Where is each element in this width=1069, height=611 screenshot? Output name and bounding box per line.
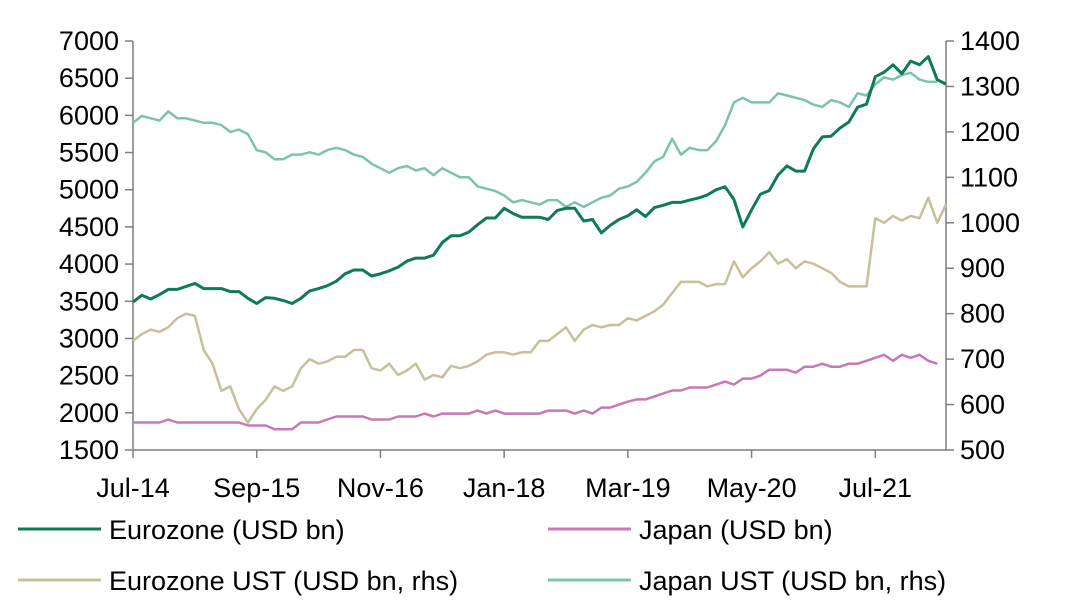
right-axis-tick-label: 700 [960,344,1005,374]
x-axis-tick-label: Nov-16 [337,473,424,503]
right-axis-tick-label: 1400 [960,26,1020,56]
series-line-japan-ust-usd-bn-rhs [132,71,938,209]
x-axis-tick-label: Sep-15 [213,473,300,503]
legend-item: Japan (USD bn) [548,515,833,545]
left-axis-tick-label: 6500 [59,63,119,93]
left-axis-tick-label: 3000 [59,323,119,353]
legend: Eurozone (USD bn) Japan (USD bn) Eurozone … [18,515,946,596]
right-axis-tick-label: 500 [960,435,1005,465]
series-line-eurozone-ust-usd-bn-rhs [132,196,948,424]
legend-item: Eurozone (USD bn) [18,515,345,545]
right-axis-tick-label: 800 [960,299,1005,329]
x-axis-tick-label: Jul-14 [96,473,170,503]
left-axis-tick-label: 7000 [59,26,119,56]
x-axis-tick-label: May-20 [707,473,797,503]
left-axis-tick-label: 1500 [59,435,119,465]
left-axis-tick-label: 2500 [59,361,119,391]
right-axis-tick-label: 1100 [960,162,1018,192]
right-axis-tick-label: 1300 [960,71,1020,101]
x-axis-tick-label: Jul-21 [839,473,913,503]
legend-label: Japan (USD bn) [639,515,833,545]
left-axis-tick-label: 4000 [59,249,119,279]
series-layer [132,55,948,431]
right-axis-tick-label: 1000 [960,208,1020,238]
left-axis-tick-label: 5000 [59,175,119,205]
legend-label: Eurozone (USD bn) [109,515,345,545]
left-axis-tick-label: 5500 [59,138,119,168]
left-axis-tick-label: 6000 [59,100,119,130]
right-axis-tick-label: 1200 [960,117,1020,147]
axes: 1500 2000 2500 3000 3500 4000 4500 5000 5500 6000… [59,26,1020,503]
legend-label: Eurozone UST (USD bn, rhs) [109,566,458,596]
right-axis-tick-label: 900 [960,253,1005,283]
series-line-eurozone-usd-bn [132,55,947,305]
left-axis-tick-label: 2000 [59,398,119,428]
series-line-japan-usd-bn [133,353,938,431]
x-axis-tick-label: Mar-19 [585,473,671,503]
left-axis-tick-label: 4500 [59,212,119,242]
legend-item: Eurozone UST (USD bn, rhs) [18,566,458,596]
legend-item: Japan UST (USD bn, rhs) [548,566,946,596]
right-axis-tick-label: 600 [960,390,1005,420]
legend-label: Japan UST (USD bn, rhs) [639,566,946,596]
left-axis-tick-label: 3500 [59,286,119,316]
x-axis-tick-label: Jan-18 [463,473,546,503]
